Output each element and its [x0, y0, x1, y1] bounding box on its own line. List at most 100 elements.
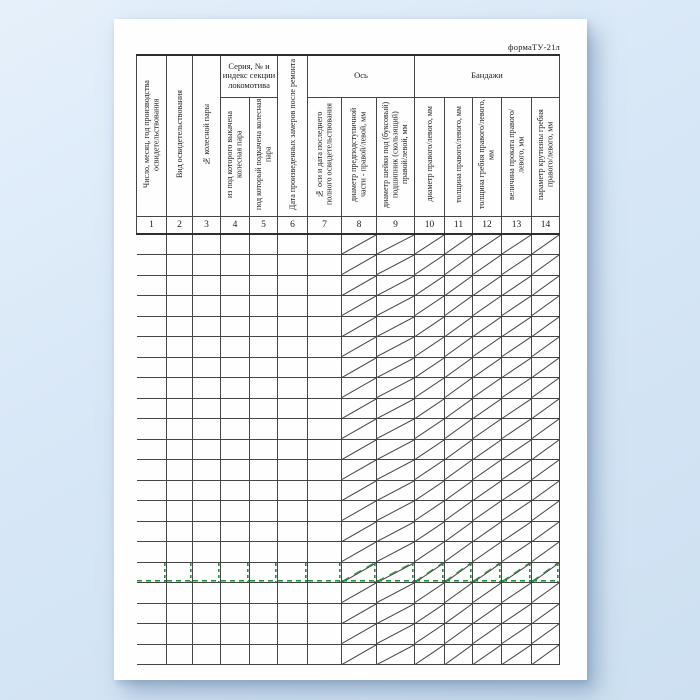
diagonal-slash-icon: [473, 399, 501, 419]
body-cell: [192, 377, 221, 399]
diagonal-slash-icon: [473, 563, 501, 583]
body-cell: [249, 500, 278, 522]
body-cell: [249, 356, 278, 378]
column-header-text: Вид освидетельствования: [174, 90, 184, 179]
diagonal-slash-icon: [473, 645, 501, 665]
body-cell: [220, 274, 250, 296]
diagonal-slash-icon: [532, 235, 559, 254]
diagonal-slash-icon: [342, 378, 376, 398]
body-cell: [277, 254, 308, 276]
diagonal-slash-icon: [415, 501, 444, 521]
body-cell: [249, 602, 278, 624]
body-cell: [136, 397, 167, 419]
diagonal-slash-icon: [502, 337, 531, 357]
diagonal-slash-icon: [502, 358, 531, 378]
diagonal-slash-icon: [532, 358, 559, 378]
diagonal-slash-icon: [342, 583, 376, 603]
body-cell: [307, 397, 342, 419]
diagonal-cell: [341, 315, 377, 337]
table-row: [136, 377, 560, 399]
diagonal-slash-icon: [342, 645, 376, 665]
body-cell: [136, 295, 167, 317]
body-cell: [220, 541, 250, 563]
diagonal-cell: [414, 418, 445, 440]
table-row: [136, 643, 560, 665]
body-cell: [192, 541, 221, 563]
diagonal-cell: [531, 643, 560, 665]
diagonal-slash-icon: [415, 563, 444, 583]
diagonal-cell: [501, 377, 532, 399]
diagonal-slash-icon: [502, 481, 531, 501]
diagonal-cell: [414, 602, 445, 624]
body-cell: [220, 233, 250, 255]
group-header-row: Число, месяц, год производства освидетел…: [136, 54, 560, 217]
body-cell: [249, 479, 278, 501]
diagonal-slash-icon: [445, 399, 472, 419]
diagonal-slash-icon: [445, 276, 472, 296]
body-cell: [220, 479, 250, 501]
body-cell: [307, 233, 342, 255]
diagonal-slash-icon: [473, 317, 501, 337]
diagonal-slash-icon: [445, 604, 472, 624]
diagonal-slash-icon: [473, 522, 501, 542]
column-header-text: Дата произведенных замеров после ремонта: [287, 58, 297, 211]
diagonal-slash-icon: [532, 378, 559, 398]
diagonal-slash-icon: [415, 542, 444, 562]
diagonal-cell: [376, 315, 415, 337]
diagonal-cell: [531, 418, 560, 440]
diagonal-slash-icon: [445, 317, 472, 337]
body-cell: [136, 418, 167, 440]
diagonal-cell: [376, 336, 415, 358]
diagonal-slash-icon: [532, 317, 559, 337]
group-header-2: Бандажи: [414, 54, 560, 98]
column-number-1: 1: [136, 215, 167, 235]
column-header-text: из под которого выкачена колесная пара: [225, 110, 244, 198]
diagonal-slash-icon: [377, 604, 414, 624]
body-cell: [307, 315, 342, 337]
diagonal-slash-icon: [473, 255, 501, 275]
body-cell: [249, 561, 278, 583]
group-header-0: Серия, № и индекс секции локомотива: [220, 54, 278, 98]
body-cell: [192, 438, 221, 460]
diagonal-cell: [341, 438, 377, 460]
diagonal-cell: [376, 582, 415, 604]
diagonal-cell: [376, 643, 415, 665]
column-header-text: толщина правого/левого, мм: [453, 105, 463, 203]
column-number-4: 4: [220, 215, 250, 235]
diagonal-cell: [531, 295, 560, 317]
body-cell: [166, 479, 193, 501]
body-cell: [166, 254, 193, 276]
diagonal-slash-icon: [415, 317, 444, 337]
diagonal-cell: [531, 356, 560, 378]
diagonal-cell: [414, 582, 445, 604]
diagonal-cell: [414, 315, 445, 337]
diagonal-slash-icon: [473, 358, 501, 378]
body-cell: [192, 643, 221, 665]
body-cell: [249, 643, 278, 665]
diagonal-slash-icon: [445, 563, 472, 583]
column-header-9: диаметр шейки под (буксовый) подшипник (…: [376, 96, 415, 217]
body-cell: [220, 582, 250, 604]
diagonal-slash-icon: [473, 440, 501, 460]
body-cell: [192, 356, 221, 378]
diagonal-slash-icon: [415, 481, 444, 501]
diagonal-slash-icon: [445, 358, 472, 378]
table-row: [136, 274, 560, 296]
scanned-form-page: формаТУ-21л Число, месяц, год производст…: [114, 19, 587, 680]
diagonal-cell: [531, 479, 560, 501]
diagonal-cell: [444, 500, 473, 522]
diagonal-slash-icon: [377, 235, 414, 254]
column-number-12: 12: [472, 215, 502, 235]
body-cell: [192, 295, 221, 317]
diagonal-cell: [414, 500, 445, 522]
body-cell: [136, 602, 167, 624]
body-cell: [220, 315, 250, 337]
table-row: [136, 418, 560, 440]
diagonal-cell: [501, 438, 532, 460]
body-cell: [277, 233, 308, 255]
diagonal-slash-icon: [473, 563, 501, 583]
body-cell: [249, 397, 278, 419]
diagonal-slash-icon: [532, 583, 559, 603]
body-cell: [220, 377, 250, 399]
column-header-13: величина проката правого/левого, мм: [501, 96, 532, 217]
